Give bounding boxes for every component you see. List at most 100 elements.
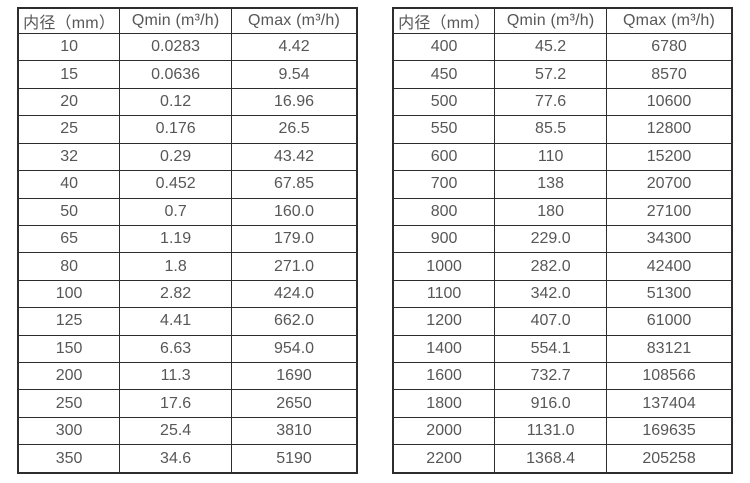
table-cell: 1000 xyxy=(392,252,496,281)
table-cell: 550 xyxy=(392,115,496,144)
table-row: 250 17.6 2650 xyxy=(17,389,358,418)
table-cell: 26.5 xyxy=(231,115,358,144)
table-cell: 25.4 xyxy=(119,416,233,446)
table-cell: 25 xyxy=(17,115,121,144)
table-cell: 1368.4 xyxy=(494,444,608,474)
table-row: 25 0.176 26.5 xyxy=(17,115,358,144)
table-cell: 179.0 xyxy=(231,224,358,254)
table-cell: 229.0 xyxy=(494,224,608,254)
table-cell: 8570 xyxy=(606,60,733,89)
table-cell: 800 xyxy=(392,197,496,226)
table-cell: 27100 xyxy=(606,197,733,226)
table-row: 800 180 27100 xyxy=(392,197,733,226)
table-cell: 6780 xyxy=(606,32,733,62)
table-cell: 51300 xyxy=(606,279,733,309)
table-cell: 40 xyxy=(17,170,121,199)
table-cell: 11.3 xyxy=(119,362,233,391)
table-row: 1600 732.7 108566 xyxy=(392,362,733,391)
table-cell: 42400 xyxy=(606,252,733,281)
table-cell: 1131.0 xyxy=(494,416,608,446)
table-cell: 271.0 xyxy=(231,252,358,281)
column-header: 内径（mm） xyxy=(392,7,496,34)
table-cell: 450 xyxy=(392,60,496,89)
table-cell: 0.176 xyxy=(119,115,233,144)
table-cell: 2650 xyxy=(231,389,358,418)
table-row: 1200 407.0 61000 xyxy=(392,307,733,336)
table-cell: 43.42 xyxy=(231,142,358,172)
table-cell: 900 xyxy=(392,224,496,254)
table-cell: 17.6 xyxy=(119,389,233,418)
table-cell: 169635 xyxy=(606,416,733,446)
table-cell: 5190 xyxy=(231,444,358,474)
table-row: 1000 282.0 42400 xyxy=(392,252,733,281)
column-header: Qmax (m³/h) xyxy=(231,7,358,34)
table-row: 100 2.82 424.0 xyxy=(17,279,358,309)
table-cell: 108566 xyxy=(606,362,733,391)
table-cell: 9.54 xyxy=(231,60,358,89)
table-cell: 350 xyxy=(17,444,121,474)
table-row: 500 77.6 10600 xyxy=(392,87,733,117)
table-cell: 554.1 xyxy=(494,334,608,364)
table-cell: 250 xyxy=(17,389,121,418)
table-row: 1100 342.0 51300 xyxy=(392,279,733,309)
table-header: 内径（mm） Qmin (m³/h) Qmax (m³/h) xyxy=(392,7,733,34)
table-row: 600 110 15200 xyxy=(392,142,733,172)
table-row: 200 11.3 1690 xyxy=(17,362,358,391)
table-row: 400 45.2 6780 xyxy=(392,32,733,62)
table-cell: 500 xyxy=(392,87,496,117)
table-cell: 300 xyxy=(17,416,121,446)
table-cell: 32 xyxy=(17,142,121,172)
table-cell: 732.7 xyxy=(494,362,608,391)
table-row: 1400 554.1 83121 xyxy=(392,334,733,364)
table-cell: 1400 xyxy=(392,334,496,364)
table-cell: 1690 xyxy=(231,362,358,391)
table-cell: 50 xyxy=(17,197,121,226)
table-cell: 0.29 xyxy=(119,142,233,172)
table-body: 10 0.0283 4.42 15 0.0636 9.54 20 0.12 16.96 25 0.1… xyxy=(17,32,358,474)
table-cell: 4.42 xyxy=(231,32,358,62)
table-row: 700 138 20700 xyxy=(392,170,733,199)
table-cell: 2.82 xyxy=(119,279,233,309)
table-cell: 662.0 xyxy=(231,307,358,336)
table-row: 450 57.2 8570 xyxy=(392,60,733,89)
table-row: 65 1.19 179.0 xyxy=(17,224,358,254)
table-row: 300 25.4 3810 xyxy=(17,416,358,446)
flow-rate-tables-container: 内径（mm） Qmin (m³/h) Qmax (m³/h) 10 0.0283 4.4… xyxy=(17,7,733,474)
table-row: 125 4.41 662.0 xyxy=(17,307,358,336)
table-header: 内径（mm） Qmin (m³/h) Qmax (m³/h) xyxy=(17,7,358,34)
table-cell: 12800 xyxy=(606,115,733,144)
table-cell: 138 xyxy=(494,170,608,199)
table-row: 32 0.29 43.42 xyxy=(17,142,358,172)
table-cell: 1200 xyxy=(392,307,496,336)
table-cell: 45.2 xyxy=(494,32,608,62)
table-cell: 1.19 xyxy=(119,224,233,254)
table-cell: 150 xyxy=(17,334,121,364)
table-cell: 10600 xyxy=(606,87,733,117)
table-cell: 0.12 xyxy=(119,87,233,117)
table-cell: 600 xyxy=(392,142,496,172)
table-cell: 15200 xyxy=(606,142,733,172)
table-cell: 57.2 xyxy=(494,60,608,89)
table-row: 350 34.6 5190 xyxy=(17,444,358,474)
table-cell: 407.0 xyxy=(494,307,608,336)
table-cell: 80 xyxy=(17,252,121,281)
table-row: 40 0.452 67.85 xyxy=(17,170,358,199)
table-cell: 916.0 xyxy=(494,389,608,418)
header-row: 内径（mm） Qmin (m³/h) Qmax (m³/h) xyxy=(17,7,358,34)
table-cell: 3810 xyxy=(231,416,358,446)
table-cell: 34.6 xyxy=(119,444,233,474)
table-row: 80 1.8 271.0 xyxy=(17,252,358,281)
table-row: 550 85.5 12800 xyxy=(392,115,733,144)
table-cell: 424.0 xyxy=(231,279,358,309)
table-cell: 0.0283 xyxy=(119,32,233,62)
table-row: 1800 916.0 137404 xyxy=(392,389,733,418)
table-cell: 160.0 xyxy=(231,197,358,226)
column-header: Qmin (m³/h) xyxy=(119,7,233,34)
table-cell: 1100 xyxy=(392,279,496,309)
table-cell: 1600 xyxy=(392,362,496,391)
column-header: Qmin (m³/h) xyxy=(494,7,608,34)
table-cell: 205258 xyxy=(606,444,733,474)
table-row: 10 0.0283 4.42 xyxy=(17,32,358,62)
table-cell: 83121 xyxy=(606,334,733,364)
table-cell: 282.0 xyxy=(494,252,608,281)
